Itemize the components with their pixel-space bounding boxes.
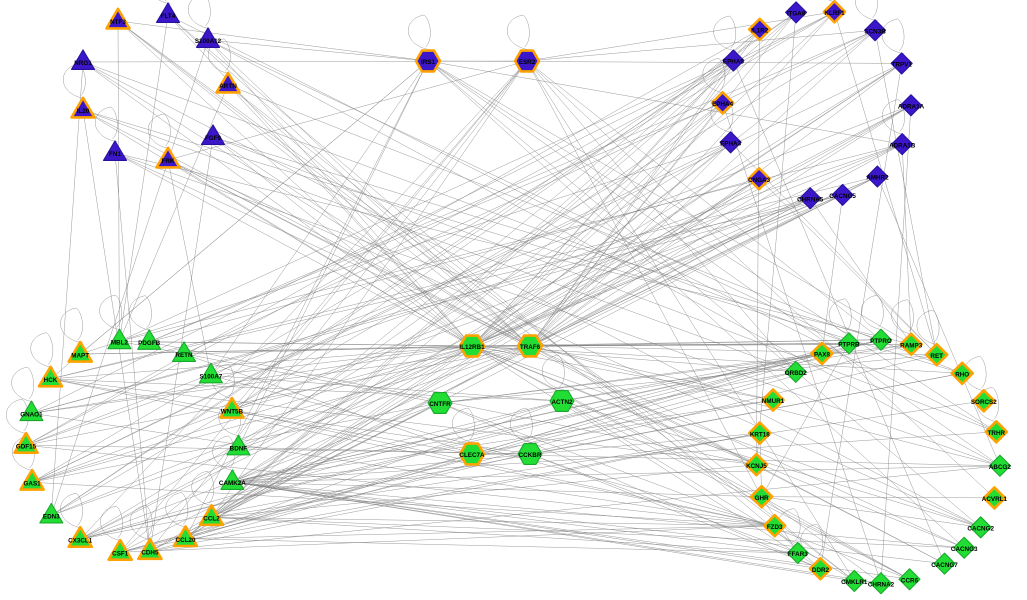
svg-text:MAPT: MAPT <box>71 352 89 359</box>
svg-text:ADRA1A: ADRA1A <box>898 103 925 110</box>
svg-text:IRS1: IRS1 <box>421 59 435 66</box>
svg-text:RAMP3: RAMP3 <box>900 342 923 349</box>
svg-text:PAX8: PAX8 <box>814 352 830 359</box>
svg-text:WNT5B: WNT5B <box>221 408 244 415</box>
svg-text:CMKLR1: CMKLR1 <box>841 579 868 586</box>
svg-text:CCL20: CCL20 <box>176 537 196 544</box>
svg-text:KLRF1: KLRF1 <box>824 10 845 17</box>
svg-text:ACTN2: ACTN2 <box>552 399 573 406</box>
svg-text:RETN: RETN <box>175 352 193 359</box>
svg-text:GDF15: GDF15 <box>16 443 37 450</box>
svg-text:FRK: FRK <box>162 158 175 165</box>
svg-text:EPHA4: EPHA4 <box>712 101 733 108</box>
svg-text:S100A12: S100A12 <box>195 38 222 45</box>
svg-text:GNAO1: GNAO1 <box>20 411 43 418</box>
svg-text:CACNG2: CACNG2 <box>967 525 994 532</box>
svg-text:FZD3: FZD3 <box>767 524 783 531</box>
svg-text:FFAR3: FFAR3 <box>788 551 808 558</box>
svg-text:CNGA3: CNGA3 <box>748 177 771 184</box>
svg-text:HCK: HCK <box>44 377 58 384</box>
svg-text:TRPV1: TRPV1 <box>892 62 913 69</box>
svg-text:CCR6: CCR6 <box>901 577 919 584</box>
svg-text:CDH5: CDH5 <box>141 550 159 557</box>
svg-text:CACNG5: CACNG5 <box>829 193 856 200</box>
svg-text:ESR2: ESR2 <box>519 59 536 66</box>
svg-text:ADRA1B: ADRA1B <box>889 142 916 149</box>
svg-text:NRG1: NRG1 <box>74 60 92 67</box>
svg-text:KCNJ5: KCNJ5 <box>746 463 767 470</box>
svg-text:IL1R2: IL1R2 <box>751 28 769 35</box>
svg-text:ARTN: ARTN <box>219 83 237 90</box>
svg-text:EPHA3: EPHA3 <box>720 140 741 147</box>
svg-text:NMUR1: NMUR1 <box>762 398 785 405</box>
svg-text:TRHR: TRHR <box>988 430 1006 437</box>
svg-text:CLEC7A: CLEC7A <box>459 452 485 459</box>
svg-text:SORCS2: SORCS2 <box>971 399 997 406</box>
svg-text:FN1: FN1 <box>109 151 121 158</box>
svg-text:SCN3B: SCN3B <box>864 28 886 35</box>
svg-text:MBL2: MBL2 <box>111 339 129 346</box>
svg-text:ACVRL1: ACVRL1 <box>982 496 1008 503</box>
svg-text:BDNF: BDNF <box>230 446 248 453</box>
svg-text:CAMK2A: CAMK2A <box>219 480 246 487</box>
svg-text:TRAF6: TRAF6 <box>520 344 541 351</box>
svg-text:CSF1: CSF1 <box>112 550 129 557</box>
svg-text:PTPRO: PTPRO <box>870 338 892 345</box>
svg-text:CHRNA2: CHRNA2 <box>868 581 895 588</box>
svg-text:PTPRB: PTPRB <box>838 341 860 348</box>
svg-text:KRT18: KRT18 <box>750 431 770 438</box>
svg-text:DDR2: DDR2 <box>812 567 830 574</box>
svg-text:EDN3: EDN3 <box>43 514 60 521</box>
svg-text:FGF9: FGF9 <box>205 135 222 142</box>
svg-text:IL12RB1: IL12RB1 <box>459 344 485 351</box>
svg-text:CCL2: CCL2 <box>203 515 220 522</box>
svg-text:FLT4: FLT4 <box>161 13 176 20</box>
svg-text:CX3CL1: CX3CL1 <box>68 537 93 544</box>
svg-text:S100A7: S100A7 <box>200 374 223 381</box>
svg-text:ITGA8: ITGA8 <box>787 11 806 18</box>
svg-text:CNTFR: CNTFR <box>429 401 451 408</box>
svg-text:AMHR2: AMHR2 <box>866 175 889 182</box>
svg-text:ABCG2: ABCG2 <box>989 464 1012 471</box>
svg-text:CACNG7: CACNG7 <box>931 562 958 569</box>
svg-text:GHR: GHR <box>755 495 769 502</box>
svg-text:CHRNA5: CHRNA5 <box>797 196 824 203</box>
svg-text:EPHA5: EPHA5 <box>723 59 744 66</box>
svg-text:ORBD2: ORBD2 <box>785 370 808 377</box>
svg-text:IL20: IL20 <box>77 108 90 115</box>
svg-text:NTF3: NTF3 <box>110 19 126 26</box>
svg-text:RET: RET <box>930 353 943 360</box>
svg-text:CACNG3: CACNG3 <box>951 546 978 553</box>
svg-text:PDGFB: PDGFB <box>138 340 160 347</box>
svg-text:CCKBR: CCKBR <box>519 452 542 459</box>
svg-text:RHO: RHO <box>955 371 969 378</box>
svg-text:GAS1: GAS1 <box>24 480 42 487</box>
